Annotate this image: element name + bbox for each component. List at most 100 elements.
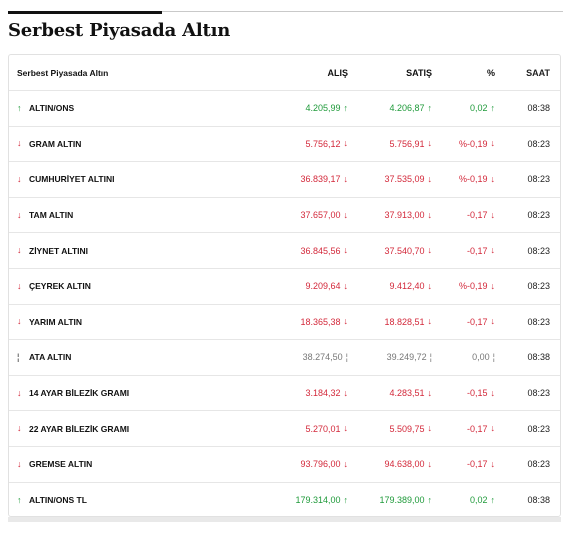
row-percent: -0,15 ↓: [467, 376, 495, 411]
table-body: ↑ ALTIN/ONS 4.205,99 ↑ 4.206,87 ↑ 0,02 ↑ 08:38 ↓ G…: [9, 91, 560, 516]
row-name[interactable]: ↓ ZİYNET ALTINI: [17, 233, 88, 268]
row-satis-value: 4.206,87: [389, 103, 425, 114]
row-percent: -0,17 ↓: [467, 233, 495, 268]
arrow-up-icon: ↑: [17, 102, 22, 113]
row-percent: %-0,19 ↓: [459, 162, 495, 197]
row-name-label: CUMHURİYET ALTINI: [29, 174, 115, 185]
neutral-icon: ¦: [429, 351, 432, 362]
table-row[interactable]: ↓ 14 AYAR BİLEZİK GRAMI 3.184,32 ↓ 4.283,51 ↓…: [9, 376, 560, 412]
table-header: Serbest Piyasada Altın ALIŞ SATIŞ % SAAT: [9, 55, 560, 91]
row-alis-value: 18.365,38: [300, 316, 341, 327]
arrow-down-icon: ↓: [490, 423, 496, 434]
arrow-down-icon: ↓: [343, 280, 349, 291]
row-name[interactable]: ↑ ALTIN/ONS TL: [17, 483, 87, 516]
row-satis-value: 37.540,70: [384, 245, 425, 256]
row-alis: 93.796,00 ↓: [300, 447, 348, 482]
row-alis-value: 36.839,17: [300, 174, 341, 185]
table-row[interactable]: ↓ 22 AYAR BİLEZİK GRAMI 5.270,01 ↓ 5.509,75 ↓…: [9, 411, 560, 447]
arrow-down-icon: ↓: [427, 209, 433, 220]
row-satis: 179.389,00 ↑: [379, 483, 432, 516]
table-row[interactable]: ↓ ÇEYREK ALTIN 9.209,64 ↓ 9.412,40 ↓ %-0,19 ↓ 08…: [9, 269, 560, 305]
row-alis: 5.756,12 ↓: [305, 127, 348, 162]
arrow-down-icon: ↓: [427, 423, 433, 434]
arrow-down-icon: ↓: [17, 387, 22, 398]
table-row[interactable]: ↓ ZİYNET ALTINI 36.845,56 ↓ 37.540,70 ↓ -0,17 ↓…: [9, 233, 560, 269]
row-alis: 3.184,32 ↓: [305, 376, 348, 411]
row-percent: -0,17 ↓: [467, 305, 495, 340]
arrow-down-icon: ↓: [17, 173, 22, 184]
row-name[interactable]: ↓ GRAM ALTIN: [17, 127, 81, 162]
row-name-label: TAM ALTIN: [29, 210, 74, 221]
table-row[interactable]: ↓ GRAM ALTIN 5.756,12 ↓ 5.756,91 ↓ %-0,19 ↓ 08:2…: [9, 127, 560, 163]
row-alis-value: 9.209,64: [305, 281, 341, 292]
arrow-down-icon: ↓: [490, 316, 496, 327]
row-name-label: GRAM ALTIN: [29, 138, 82, 149]
row-satis: 37.540,70 ↓: [384, 233, 432, 268]
row-satis: 18.828,51 ↓: [384, 305, 432, 340]
row-alis-value: 179.314,00: [295, 495, 341, 506]
row-name[interactable]: ¦ ATA ALTIN: [17, 340, 71, 375]
row-satis: 5.509,75 ↓: [389, 411, 432, 446]
arrow-down-icon: ↓: [343, 173, 349, 184]
arrow-down-icon: ↓: [17, 316, 22, 327]
row-satis-value: 94.638,00: [384, 459, 425, 470]
row-alis: 179.314,00 ↑: [295, 483, 348, 516]
row-name[interactable]: ↓ ÇEYREK ALTIN: [17, 269, 91, 304]
row-name[interactable]: ↓ 22 AYAR BİLEZİK GRAMI: [17, 411, 129, 446]
table-row[interactable]: ↓ YARIM ALTIN 18.365,38 ↓ 18.828,51 ↓ -0,17 ↓ 08…: [9, 305, 560, 341]
row-percent: 0,02 ↑: [470, 91, 495, 126]
row-name-label: ALTIN/ONS TL: [29, 495, 87, 506]
arrow-down-icon: ↓: [343, 458, 349, 469]
row-saat: 08:23: [527, 459, 550, 470]
row-percent-value: -0,15: [466, 388, 488, 399]
row-saat: 08:23: [527, 210, 550, 221]
table-row[interactable]: ↑ ALTIN/ONS TL 179.314,00 ↑ 179.389,00 ↑ 0,02 ↑…: [9, 483, 560, 516]
row-percent-value: 0,02: [469, 495, 488, 506]
arrow-down-icon: ↓: [343, 316, 349, 327]
row-satis: 37.913,00 ↓: [384, 198, 432, 233]
table-row[interactable]: ↑ ALTIN/ONS 4.205,99 ↑ 4.206,87 ↑ 0,02 ↑ 08:38: [9, 91, 560, 127]
row-saat: 08:23: [527, 174, 550, 185]
row-alis: 18.365,38 ↓: [300, 305, 348, 340]
header-alis[interactable]: ALIŞ: [327, 67, 348, 78]
row-alis-value: 37.657,00: [300, 210, 341, 221]
row-name[interactable]: ↓ YARIM ALTIN: [17, 305, 82, 340]
row-satis: 94.638,00 ↓: [384, 447, 432, 482]
arrow-down-icon: ↓: [427, 245, 433, 256]
row-alis: 36.845,56 ↓: [300, 233, 348, 268]
table-footer-strip: [8, 517, 561, 522]
arrow-down-icon: ↓: [427, 280, 433, 291]
row-satis-value: 39.249,72: [386, 352, 427, 363]
arrow-down-icon: ↓: [490, 387, 496, 398]
section-accent-bar: [8, 11, 162, 14]
neutral-icon: ¦: [345, 351, 348, 362]
row-percent-value: -0,17: [466, 459, 488, 470]
table-row[interactable]: ↓ TAM ALTIN 37.657,00 ↓ 37.913,00 ↓ -0,17 ↓ 08:2…: [9, 198, 560, 234]
row-percent-value: -0,17: [466, 245, 488, 256]
row-name[interactable]: ↑ ALTIN/ONS: [17, 91, 74, 126]
row-name[interactable]: ↓ 14 AYAR BİLEZİK GRAMI: [17, 376, 129, 411]
row-percent: 0,00 ¦: [472, 340, 495, 375]
table-row[interactable]: ↓ CUMHURİYET ALTINI 36.839,17 ↓ 37.535,09 ↓ %-…: [9, 162, 560, 198]
arrow-down-icon: ↓: [427, 316, 433, 327]
arrow-down-icon: ↓: [427, 387, 433, 398]
row-alis-value: 5.270,01: [305, 423, 341, 434]
arrow-up-icon: ↑: [490, 494, 496, 505]
arrow-down-icon: ↓: [17, 245, 22, 256]
arrow-down-icon: ↓: [490, 138, 496, 149]
row-name[interactable]: ↓ TAM ALTIN: [17, 198, 73, 233]
row-saat: 08:23: [527, 388, 550, 399]
table-row[interactable]: ¦ ATA ALTIN 38.274,50 ¦ 39.249,72 ¦ 0,00 ¦ 08:38: [9, 340, 560, 376]
neutral-icon: ¦: [17, 351, 20, 362]
row-satis: 4.206,87 ↑: [389, 91, 432, 126]
header-satis[interactable]: SATIŞ: [406, 67, 432, 78]
header-percent[interactable]: %: [486, 67, 495, 78]
row-percent-value: %-0,19: [458, 281, 488, 292]
arrow-down-icon: ↓: [490, 209, 496, 220]
row-name[interactable]: ↓ GREMSE ALTIN: [17, 447, 92, 482]
row-percent: %-0,19 ↓: [459, 269, 495, 304]
header-saat[interactable]: SAAT: [526, 67, 550, 78]
row-name-label: 22 AYAR BİLEZİK GRAMI: [29, 423, 130, 434]
row-name[interactable]: ↓ CUMHURİYET ALTINI: [17, 162, 114, 197]
table-row[interactable]: ↓ GREMSE ALTIN 93.796,00 ↓ 94.638,00 ↓ -0,17 ↓ 0…: [9, 447, 560, 483]
